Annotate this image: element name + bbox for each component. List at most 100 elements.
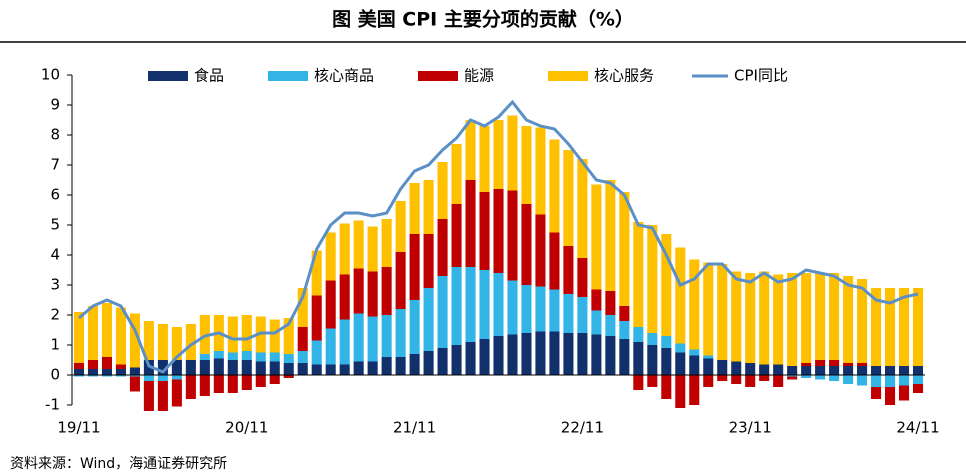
bar xyxy=(451,345,462,375)
bar xyxy=(633,327,644,342)
bar xyxy=(311,250,322,296)
bar xyxy=(129,367,140,375)
bar xyxy=(199,354,210,360)
bar xyxy=(507,115,518,191)
bar xyxy=(171,360,182,375)
bar xyxy=(885,366,896,375)
bar xyxy=(73,369,85,375)
y-tick-label: 8 xyxy=(50,126,60,144)
bar xyxy=(829,360,840,366)
bar xyxy=(423,288,434,351)
bar xyxy=(717,360,728,375)
y-tick-label: 6 xyxy=(50,186,60,204)
bar xyxy=(73,312,85,363)
bar xyxy=(395,357,406,375)
bar xyxy=(353,268,364,314)
bar xyxy=(101,303,112,357)
bar xyxy=(353,313,364,362)
bar xyxy=(367,316,378,362)
bar xyxy=(759,364,770,375)
bar xyxy=(633,342,644,375)
bar xyxy=(619,339,630,375)
bar xyxy=(451,267,462,345)
bar xyxy=(675,375,686,408)
bar xyxy=(157,381,168,411)
bar xyxy=(521,333,532,375)
bar xyxy=(912,366,924,375)
bar xyxy=(549,139,560,233)
bar xyxy=(647,225,658,333)
bar xyxy=(269,352,280,362)
bar xyxy=(409,354,420,375)
bar xyxy=(227,360,238,375)
bar xyxy=(171,379,182,407)
x-tick-label: 24/11 xyxy=(896,419,939,437)
bar xyxy=(87,306,99,360)
bar xyxy=(353,361,364,375)
bar xyxy=(773,274,784,365)
bar xyxy=(339,319,350,365)
bar xyxy=(465,267,476,342)
bar xyxy=(577,159,588,258)
bar xyxy=(87,369,99,375)
bar xyxy=(255,352,266,362)
bar xyxy=(381,219,392,267)
y-tick-label: 0 xyxy=(50,366,60,384)
bar xyxy=(647,345,658,375)
bar xyxy=(787,273,798,366)
bar xyxy=(857,363,868,366)
bar xyxy=(549,232,560,290)
bar xyxy=(325,328,336,365)
bar xyxy=(591,334,602,375)
legend-label: 食品 xyxy=(194,67,224,85)
bar xyxy=(353,220,364,269)
bar xyxy=(101,357,112,369)
bar xyxy=(325,232,336,281)
bar xyxy=(605,180,616,291)
bar xyxy=(157,324,168,360)
bar xyxy=(213,375,224,393)
legend-swatch xyxy=(548,71,588,81)
y-tick-label: 9 xyxy=(50,96,60,114)
bar xyxy=(507,280,518,335)
y-tick-label: 7 xyxy=(50,156,60,174)
bar xyxy=(283,318,294,354)
bar xyxy=(703,262,714,356)
bar xyxy=(493,189,504,273)
bar xyxy=(801,273,812,363)
bar xyxy=(493,120,504,189)
bar xyxy=(241,315,252,351)
bar xyxy=(297,351,308,363)
bar xyxy=(143,381,154,411)
bar xyxy=(871,375,882,387)
bar xyxy=(73,375,85,377)
bar xyxy=(255,361,266,375)
bar xyxy=(815,360,826,366)
bar xyxy=(185,375,196,399)
bar xyxy=(885,288,896,366)
bar xyxy=(437,276,448,348)
bar xyxy=(493,336,504,375)
x-tick-label: 23/11 xyxy=(729,419,772,437)
bar xyxy=(689,259,700,350)
bar xyxy=(479,339,490,375)
bar xyxy=(507,334,518,375)
bar xyxy=(157,375,168,381)
bar xyxy=(325,364,336,375)
bar xyxy=(661,234,672,336)
bar xyxy=(381,267,392,315)
bar xyxy=(367,361,378,375)
bar xyxy=(843,363,854,366)
bar xyxy=(129,376,140,392)
bar xyxy=(563,333,574,375)
bar xyxy=(731,375,742,384)
bar xyxy=(535,286,546,332)
cpi-line xyxy=(78,99,919,374)
bar xyxy=(185,324,196,360)
bar xyxy=(605,315,616,336)
bar xyxy=(717,264,728,360)
bar xyxy=(157,360,168,375)
bar xyxy=(129,313,140,368)
bar xyxy=(479,270,490,339)
bar xyxy=(815,366,826,375)
